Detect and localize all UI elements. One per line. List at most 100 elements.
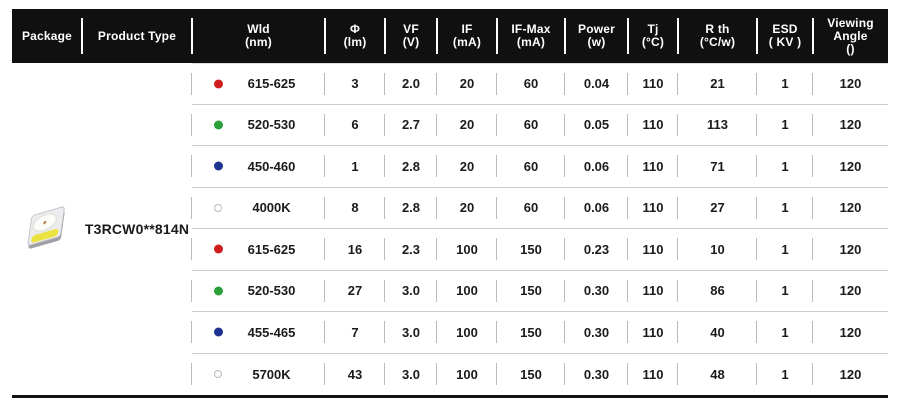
header-if: IF (mA) [436,9,497,63]
wld-value: 5700K [252,366,291,382]
flux-cell: 43 [325,353,385,395]
header-tj: Tj (°C) [627,9,678,63]
wld-value: 615-625 [247,241,296,257]
rth-cell: 71 [678,146,757,188]
header-wld: Wld (nm) [191,9,325,63]
header-line: Power [577,22,615,36]
esd-cell: 1 [757,353,813,395]
header-unit: (lm) [343,35,367,49]
wld-cell: 455-465 [192,312,325,354]
header-unit: (w) [587,35,606,49]
vf-cell: 3.0 [385,270,437,312]
flux-cell: 8 [325,187,385,229]
wld-value: 615-625 [247,76,296,92]
color-dot [214,203,222,212]
header-line: R th [705,22,730,36]
power-cell: 0.23 [565,229,628,271]
color-dot [214,286,223,296]
viewing-angle-cell: 120 [813,353,888,395]
if-cell: 100 [437,312,497,354]
datasheet-spec-table: Package Product Type Wld (nm) Φ (lm) VF … [12,9,888,398]
if-cell: 20 [437,104,497,146]
header-product-type: Product Type [81,9,192,63]
vf-cell: 2.3 [385,229,437,271]
rth-cell: 113 [678,104,757,146]
tj-cell: 110 [628,312,678,354]
rth-cell: 27 [678,187,757,229]
viewing-angle-cell: 120 [813,187,888,229]
power-cell: 0.04 [565,63,628,105]
flux-cell: 16 [325,229,385,271]
if-cell: 100 [437,229,497,271]
flux-cell: 3 [325,63,385,105]
smd-led-chip-image [27,206,65,249]
tj-cell: 110 [628,104,678,146]
power-cell: 0.06 [565,187,628,229]
flux-cell: 27 [325,270,385,312]
esd-cell: 1 [757,312,813,354]
spec-table-grid: Package Product Type Wld (nm) Φ (lm) VF … [12,9,888,398]
wld-cell: 520-530 [192,270,325,312]
wld-value: 450-460 [247,158,296,174]
if-max-cell: 150 [497,270,565,312]
vf-cell: 2.7 [385,104,437,146]
header-vf: VF (V) [384,9,437,63]
wld-cell: 520-530 [192,104,325,146]
vf-cell: 2.8 [385,187,437,229]
header-rth: R th (°C/w) [677,9,757,63]
rth-cell: 21 [678,63,757,105]
wld-cell: 4000K [192,187,325,229]
color-dot [214,120,223,130]
tj-cell: 110 [628,63,678,105]
if-max-cell: 60 [497,63,565,105]
viewing-angle-cell: 120 [813,146,888,188]
header-unit: (mA) [452,35,482,49]
header-unit: () [846,41,855,56]
header-if-max: IF-Max (mA) [496,9,565,63]
color-dot [214,79,223,89]
vf-cell: 2.8 [385,146,437,188]
if-cell: 100 [437,270,497,312]
header-unit: (nm) [245,35,272,49]
esd-cell: 1 [757,146,813,188]
if-max-cell: 60 [497,104,565,146]
esd-cell: 1 [757,270,813,312]
wld-cell: 5700K [192,353,325,395]
header-line: ESD [772,22,798,36]
color-dot [214,370,222,379]
if-max-cell: 150 [497,229,565,271]
power-cell: 0.30 [565,353,628,395]
if-cell: 20 [437,187,497,229]
header-power: Power (w) [564,9,628,63]
wld-value: 455-465 [247,324,296,340]
flux-cell: 7 [325,312,385,354]
esd-cell: 1 [757,187,813,229]
header-unit: (mA) [516,35,546,49]
product-type-value: T3RCW0**814N [84,221,190,237]
header-line: Wld [247,22,270,36]
tj-cell: 110 [628,353,678,395]
vf-cell: 3.0 [385,353,437,395]
header-unit: (°C) [641,35,665,49]
color-dot [214,327,223,337]
rth-cell: 10 [678,229,757,271]
viewing-angle-cell: 120 [813,312,888,354]
tj-cell: 110 [628,229,678,271]
if-max-cell: 60 [497,187,565,229]
header-line: VF [403,22,419,36]
color-dot [214,161,223,171]
power-cell: 0.06 [565,146,628,188]
tj-cell: 110 [628,146,678,188]
header-unit: (V) [402,35,420,49]
power-cell: 0.05 [565,104,628,146]
color-dot [214,244,223,254]
esd-cell: 1 [757,63,813,105]
header-unit: ( KV ) [768,35,802,49]
vf-cell: 3.0 [385,312,437,354]
if-max-cell: 60 [497,146,565,188]
wld-value: 4000K [252,200,291,216]
header-line: IF-Max [511,22,551,36]
wld-cell: 450-460 [192,146,325,188]
viewing-angle-cell: 120 [813,63,888,105]
header-viewing-angle: Viewing Angle () [812,9,888,63]
